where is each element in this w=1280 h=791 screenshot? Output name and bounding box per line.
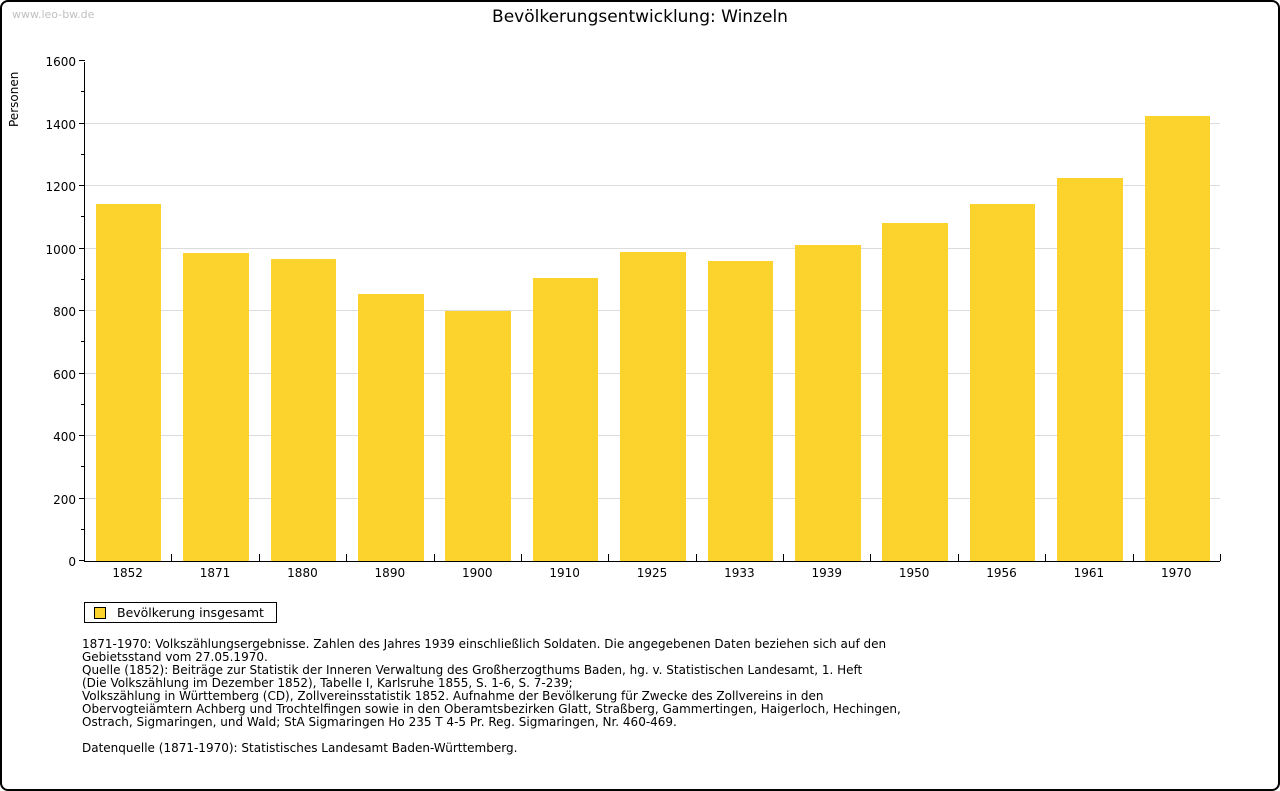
x-tick-label: 1956	[986, 566, 1017, 580]
legend-swatch-icon	[94, 606, 106, 619]
y-minor-tick	[81, 278, 85, 280]
bar	[1057, 177, 1123, 561]
x-boundary-tick	[608, 554, 610, 561]
bar	[270, 258, 337, 561]
footnote-line: Obervogteiämtern Achberg und Trochtelfin…	[82, 702, 901, 716]
y-minor-tick	[81, 153, 85, 155]
y-tick-label: 400	[53, 430, 76, 444]
footnote-line: Gebietsstand vom 27.05.1970.	[82, 650, 268, 664]
datasource-line: Datenquelle (1871-1970): Statistisches L…	[82, 741, 518, 755]
gridline	[85, 247, 1220, 249]
x-tick-label: 1925	[636, 566, 668, 580]
y-major-tick	[79, 497, 85, 499]
x-boundary-tick	[695, 554, 697, 561]
y-tick-label: 1400	[45, 117, 76, 132]
y-tick-label: 1200	[45, 180, 76, 194]
x-boundary-tick	[520, 554, 522, 561]
gridline	[85, 185, 1220, 186]
footnote-line: (Die Volkszählung im Dezember 1852), Tab…	[82, 676, 573, 690]
x-boundary-tick	[258, 554, 260, 561]
x-boundary-tick	[1045, 554, 1047, 561]
bar	[445, 311, 511, 561]
y-major-tick	[79, 122, 85, 124]
x-boundary-tick	[433, 554, 435, 561]
x-boundary-tick	[1220, 554, 1221, 561]
y-minor-tick	[81, 216, 85, 218]
y-major-tick	[79, 185, 85, 186]
legend: Bevölkerung insgesamt	[84, 602, 277, 623]
x-boundary-tick	[957, 554, 959, 561]
y-minor-tick	[81, 528, 85, 530]
bar	[620, 252, 686, 561]
footnotes: 1871-1970: Volkszählungsergebnisse. Zahl…	[82, 638, 1232, 755]
bar	[95, 204, 162, 561]
y-axis-labels: 0 200 400 600 800 1000 1200 1400 1600	[2, 55, 76, 569]
gridline	[85, 122, 1220, 124]
footnote-block: 1871-1970: Volkszählungsergebnisse. Zahl…	[82, 638, 1232, 729]
x-tick-label: 1933	[724, 566, 755, 580]
bar	[358, 293, 424, 561]
x-tick-label: 1970	[1161, 566, 1192, 580]
footnote-line: Ostrach, Sigmaringen, und Wald; StA Sigm…	[82, 715, 677, 729]
y-minor-tick	[81, 466, 85, 468]
footnote-line: 1871-1970: Volkszählungsergebnisse. Zahl…	[82, 637, 887, 651]
y-major-tick	[79, 60, 85, 61]
y-minor-tick	[81, 403, 85, 405]
y-major-tick	[79, 247, 85, 249]
x-tick-label: 1890	[374, 566, 406, 580]
x-boundary-tick	[1132, 554, 1134, 561]
footnote-line: Quelle (1852): Beiträge zur Statistik de…	[82, 663, 863, 677]
y-tick-label: 800	[53, 305, 76, 319]
y-major-tick	[79, 560, 85, 561]
y-major-tick	[79, 435, 85, 436]
y-tick-label: 0	[68, 555, 76, 569]
bar	[707, 260, 774, 561]
bar	[532, 277, 599, 561]
footnote-line: Volkszählung in Württemberg (CD), Zollve…	[82, 689, 824, 703]
x-boundary-tick	[346, 554, 348, 561]
watermark: www.leo-bw.de	[12, 8, 95, 21]
x-tick-label: 1852	[112, 566, 143, 580]
y-major-tick	[79, 372, 85, 374]
plot-area	[79, 60, 1221, 562]
x-tick-label: 1871	[199, 566, 231, 580]
legend-label: Bevölkerung insgesamt	[117, 605, 264, 620]
x-tick-label: 1900	[461, 566, 493, 580]
bar	[183, 253, 249, 561]
y-major-tick	[79, 310, 85, 311]
bar	[1144, 116, 1211, 561]
x-boundary-tick	[870, 554, 872, 561]
y-tick-label: 200	[53, 492, 76, 507]
bar	[882, 222, 948, 561]
page-title: Bevölkerungsentwicklung: Winzeln	[492, 7, 788, 27]
y-tick-label: 1600	[45, 55, 76, 69]
x-tick-label: 1961	[1073, 566, 1105, 580]
x-axis-labels: 1852 1871 1880 1890 1900 1910 1925 1933 1939 1950…	[84, 566, 1220, 582]
y-tick-label: 1000	[45, 242, 76, 257]
y-minor-tick	[81, 341, 85, 343]
x-tick-label: 1939	[811, 566, 843, 580]
x-tick-label: 1950	[898, 566, 930, 580]
bar	[795, 245, 861, 561]
x-tick-label: 1910	[549, 566, 580, 580]
x-boundary-tick	[171, 554, 173, 561]
y-minor-tick	[81, 91, 85, 93]
bar	[969, 203, 1036, 561]
x-boundary-tick	[783, 554, 785, 561]
x-tick-label: 1880	[287, 566, 318, 580]
y-tick-label: 600	[53, 367, 76, 382]
